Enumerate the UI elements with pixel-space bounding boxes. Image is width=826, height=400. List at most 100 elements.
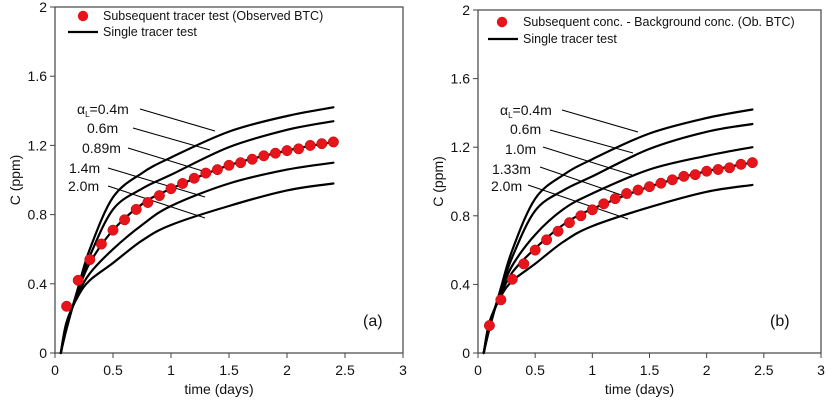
panel-tag: (a) [363, 313, 383, 330]
observed-point [712, 164, 724, 175]
curve-label: 0.89m [82, 140, 121, 156]
y-tick-label: 2 [39, 0, 47, 15]
observed-point [165, 183, 177, 195]
observed-point [598, 198, 610, 210]
legend-marker-observed [77, 10, 89, 22]
model-curve-0-6m [482, 122, 754, 355]
observed-point [689, 169, 701, 181]
x-tick-label: 0.5 [103, 362, 123, 378]
observed-point [304, 139, 316, 151]
observed-point [281, 145, 293, 157]
observed-point [107, 224, 119, 236]
observed-point [575, 210, 587, 222]
model-curve-1-4m [59, 161, 335, 355]
curve-label-leader [527, 184, 629, 220]
observed-point [235, 157, 247, 169]
observed-point [529, 244, 541, 256]
y-tick-label: 0.4 [28, 276, 48, 292]
panel-b: 0 0.5 1 1.5 2 2.5 3 0 0.4 0.8 1.2 1.6 2 time (days) C … [430, 2, 825, 397]
observed-point [541, 234, 553, 246]
model-curve-2-0m [482, 183, 754, 355]
observed-point [724, 162, 735, 174]
x-tick-label: 0 [474, 362, 482, 378]
observed-point [246, 153, 258, 165]
curve-label: 2.0m [68, 178, 99, 194]
x-axis-title: time (days) [605, 381, 674, 397]
observed-point [678, 170, 690, 182]
curve-label-leader [561, 109, 639, 133]
x-tick-label: 2 [703, 362, 711, 378]
legend-label-model: Single tracer test [103, 25, 197, 39]
y-tick-label: 2 [462, 2, 470, 18]
y-tick-label: 1.2 [28, 137, 48, 153]
curve-label-leader [132, 127, 211, 151]
observed-point [666, 174, 678, 186]
observed-point [735, 158, 747, 170]
curve-label: 0.6m [510, 121, 541, 137]
observed-point [564, 217, 575, 229]
legend-label-observed: Subsequent tracer test (Observed BTC) [103, 9, 323, 23]
x-tick-label: 2 [283, 362, 291, 378]
curve-label: 1.0m [505, 141, 536, 157]
curve-label: 0.6m [87, 120, 118, 136]
model-curve-2-0m [59, 182, 335, 355]
x-axis-title: time (days) [184, 381, 253, 397]
observed-point [655, 177, 667, 189]
legend-marker-observed [496, 16, 508, 28]
y-tick-label: 0 [39, 345, 47, 361]
curve-label: αL=0.4m [500, 102, 552, 120]
x-tick-label: 1.5 [219, 362, 239, 378]
y-axis-title: C (ppm) [430, 156, 446, 207]
curve-label: αL=0.4m [77, 101, 129, 119]
x-tick-label: 0 [51, 362, 59, 378]
x-tick-label: 1 [167, 362, 175, 378]
observed-point [293, 143, 305, 155]
curve-label-leader [107, 185, 206, 219]
observed-point [84, 254, 96, 266]
y-tick-label: 1.2 [451, 139, 471, 155]
observed-point [483, 320, 495, 332]
curve-label-leader [127, 147, 207, 173]
panel-a: 0 0.5 1 1.5 2 2.5 3 0 0.4 0.8 1.2 1.6 2 time (days) C … [7, 0, 407, 397]
observed-point [746, 157, 758, 169]
observed-point [223, 159, 235, 171]
x-tick-label: 1 [588, 362, 596, 378]
observed-point [518, 258, 530, 270]
plot-frame [54, 6, 404, 354]
observed-point [495, 294, 507, 306]
x-tick-label: 2.5 [754, 362, 774, 378]
y-tick-label: 0.8 [28, 207, 48, 223]
legend-label-model: Single tracer test [523, 32, 617, 46]
observed-point [95, 238, 107, 250]
observed-point [632, 184, 644, 196]
observed-point [130, 203, 142, 215]
legend-label-observed: Subsequent conc. - Background conc. (Ob.… [523, 15, 795, 29]
observed-point [552, 225, 564, 237]
observed-point [153, 190, 165, 202]
observed-point [119, 214, 131, 226]
observed-point [327, 136, 339, 148]
y-axis-title: C (ppm) [7, 155, 23, 206]
observed-point [586, 204, 598, 216]
x-tick-label: 3 [399, 362, 407, 378]
observed-point [621, 188, 633, 199]
observed-point [61, 300, 73, 312]
observed-point [644, 181, 655, 193]
observed-point [188, 172, 200, 184]
curve-label-leader [107, 167, 206, 198]
observed-point [258, 150, 270, 162]
x-tick-label: 0.5 [525, 362, 545, 378]
observed-point [506, 273, 518, 285]
observed-point [609, 193, 621, 205]
curve-label-leader [139, 108, 216, 132]
curve-label-leader [539, 166, 631, 199]
model-curve-1-0m [482, 146, 754, 355]
observed-point [316, 138, 328, 150]
observed-point [211, 164, 223, 176]
y-tick-label: 1.6 [451, 71, 471, 87]
curve-label-leader [549, 129, 634, 154]
observed-point [701, 165, 713, 177]
panel-tag: (b) [770, 313, 790, 330]
y-tick-label: 0.4 [451, 276, 471, 292]
